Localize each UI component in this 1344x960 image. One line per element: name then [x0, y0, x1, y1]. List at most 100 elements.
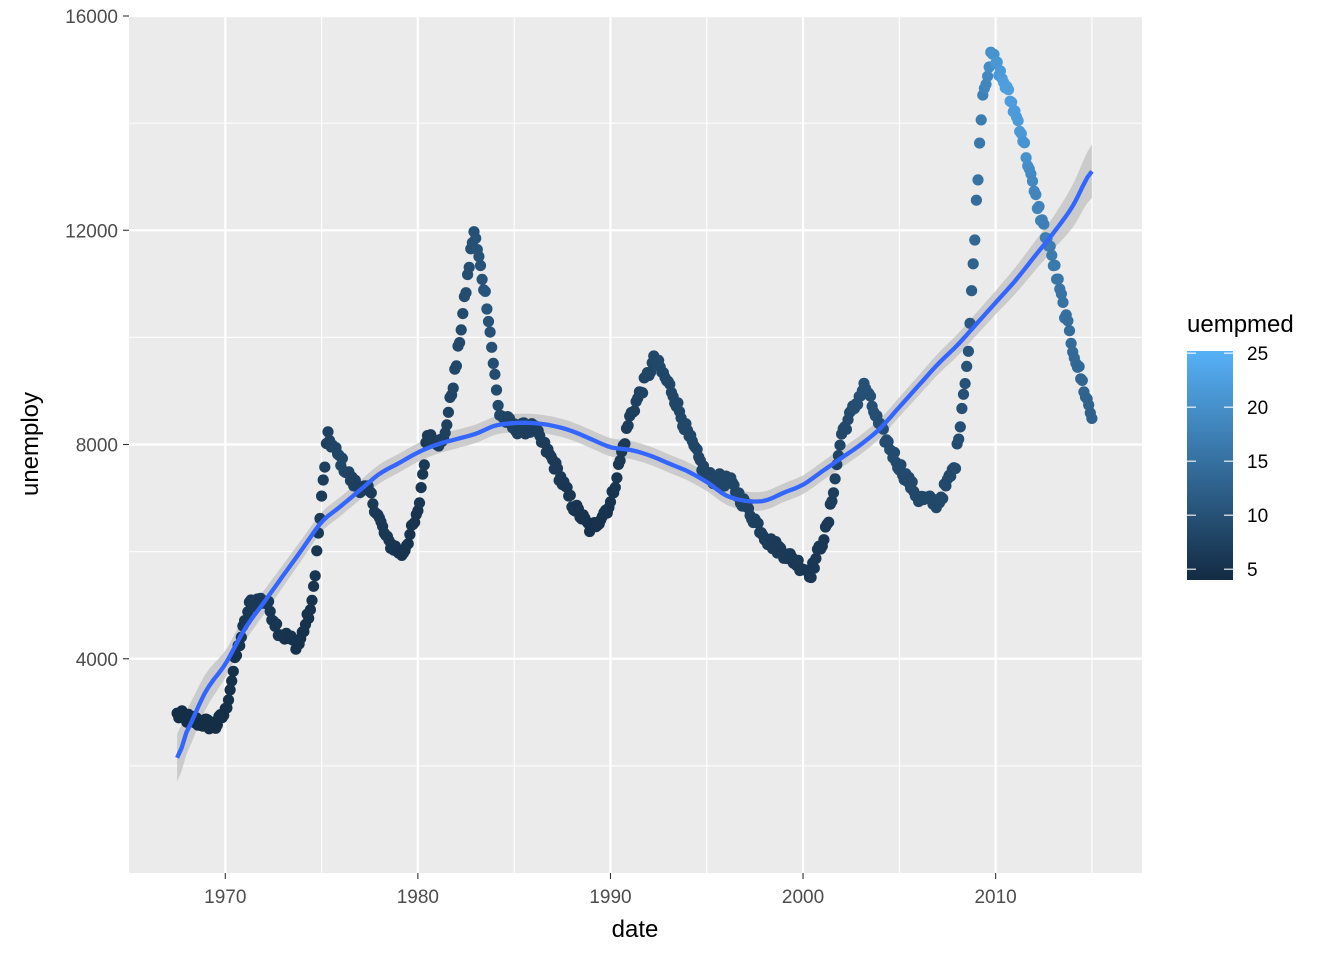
data-point [227, 665, 239, 677]
data-point [672, 397, 684, 409]
data-point [415, 482, 427, 494]
data-point [454, 337, 466, 349]
data-point [957, 388, 970, 400]
data-point [308, 580, 320, 592]
x-tick-label: 1980 [397, 887, 439, 908]
data-point [222, 694, 235, 706]
data-point [628, 405, 641, 417]
data-point [413, 497, 426, 509]
data-point [486, 341, 498, 353]
data-point [829, 473, 841, 485]
data-point [974, 137, 986, 149]
data-point [316, 490, 328, 502]
data-point [1052, 273, 1064, 285]
data-point [479, 285, 491, 297]
data-point [482, 315, 495, 328]
data-point [481, 303, 493, 315]
data-point [1063, 325, 1076, 337]
data-point [975, 114, 987, 126]
data-point [840, 423, 853, 435]
data-point [492, 399, 504, 412]
data-point [1026, 175, 1039, 187]
data-point [457, 308, 469, 320]
data-point [441, 419, 453, 431]
data-point [1055, 288, 1067, 300]
data-point [937, 492, 949, 505]
data-point [792, 554, 804, 566]
data-point [455, 324, 467, 336]
data-point [823, 516, 835, 528]
data-point [622, 420, 634, 432]
data-point [447, 382, 459, 394]
data-point [460, 287, 472, 299]
legend-ticks: 5 10 15 20 25 [1187, 344, 1268, 581]
legend-tick-label: 25 [1247, 344, 1268, 365]
legend-tick-label: 15 [1247, 452, 1268, 473]
data-point [470, 232, 482, 244]
data-point [1086, 412, 1098, 424]
data-point [304, 604, 316, 616]
data-point [604, 496, 617, 508]
data-point [1057, 296, 1069, 308]
data-point [888, 446, 901, 459]
data-point [271, 618, 283, 630]
data-point [317, 474, 329, 486]
y-tick-label: 4000 [76, 650, 118, 671]
data-point [306, 594, 318, 607]
data-point [450, 360, 462, 372]
y-tick-label: 8000 [76, 436, 118, 457]
y-tick-label: 16000 [65, 7, 118, 28]
x-tick-label: 1970 [204, 887, 246, 908]
y-axis-title: unemploy [17, 392, 44, 496]
data-point [956, 402, 968, 415]
data-point [611, 472, 623, 484]
legend: uempmed 5 10 15 20 25 [1187, 311, 1294, 581]
data-point [484, 326, 496, 338]
data-point [966, 285, 978, 297]
data-point [490, 384, 503, 396]
data-point [949, 462, 962, 475]
data-point [609, 481, 621, 493]
data-point [954, 421, 966, 433]
data-point [991, 56, 1003, 68]
data-point [1038, 218, 1050, 230]
data-point [463, 261, 475, 273]
data-point [972, 174, 984, 186]
data-point [982, 70, 994, 82]
data-point [1076, 374, 1088, 386]
data-point [311, 545, 323, 557]
data-point [961, 360, 973, 372]
data-point [645, 366, 657, 378]
data-point [959, 378, 971, 390]
data-point [336, 452, 348, 464]
data-point [953, 433, 965, 445]
axes: 1970 1980 1990 2000 2010 4000 8000 12000 16000 [65, 7, 1017, 908]
data-point [1062, 315, 1074, 327]
data-point [637, 387, 649, 399]
legend-title: uempmed [1187, 311, 1294, 338]
data-point [402, 538, 414, 550]
data-point [752, 517, 764, 529]
data-point [805, 571, 817, 584]
legend-tick-label: 5 [1247, 560, 1258, 581]
data-point [474, 260, 487, 272]
data-point [418, 459, 430, 471]
smooth-curve [175, 170, 1094, 759]
legend-colorbar [1187, 351, 1233, 580]
data-point [970, 194, 983, 206]
data-point [827, 487, 840, 499]
data-point [322, 426, 334, 438]
data-point [404, 528, 416, 541]
x-tick-label: 1990 [589, 887, 631, 908]
data-point [969, 234, 981, 246]
data-point [442, 406, 454, 418]
data-point [810, 552, 822, 565]
data-point [808, 562, 820, 574]
data-point [303, 612, 315, 624]
data-point [834, 439, 846, 451]
y-tick-label: 12000 [65, 221, 118, 242]
smooth-line [175, 170, 1094, 759]
data-point [319, 461, 331, 473]
data-point [365, 487, 377, 499]
